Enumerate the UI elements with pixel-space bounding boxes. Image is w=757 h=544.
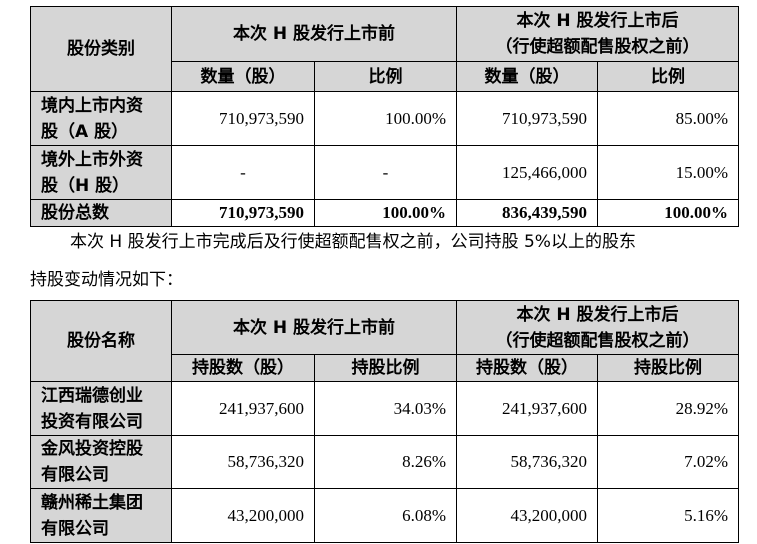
after-shares-cell: 43,200,000 (456, 488, 599, 543)
after-shares-cell: 58,736,320 (456, 435, 599, 489)
after-listing-header-line1: 本次 H 股发行上市后 (516, 304, 679, 325)
shareholder-table: 股份名称 本次 H 股发行上市前 本次 H 股发行上市后 （行使超额配售股权之前… (30, 300, 740, 543)
shareholder-name-line2: 有限公司 (41, 518, 109, 539)
shareholder-name: 江西瑞德创业 投资有限公司 (30, 381, 172, 436)
after-listing-header-line1: 本次 H 股发行上市后 (516, 11, 679, 31)
before-ratio-header: 持股比例 (313, 354, 458, 382)
total-after-ratio: 100.00% (597, 199, 740, 227)
after-ratio-cell: 85.00% (597, 91, 740, 146)
before-listing-header: 本次 H 股发行上市前 (170, 300, 458, 355)
shareholder-name: 金风投资控股 有限公司 (30, 435, 172, 489)
after-listing-header-line2: （行使超额配售股权之前） (495, 330, 700, 351)
before-ratio-cell: - (313, 145, 458, 200)
after-ratio-header: 比例 (597, 61, 740, 92)
after-qty-cell: 125,466,000 (456, 145, 599, 200)
table-subheader-row: 数量（股） 比例 数量（股） 比例 (31, 61, 740, 92)
table-row: 境外上市外资 股（H 股） - - 125,466,000 15.00% (30, 145, 740, 200)
before-ratio-cell: 34.03% (313, 381, 458, 436)
total-before-qty: 710,973,590 (171, 199, 315, 227)
after-listing-header: 本次 H 股发行上市后 （行使超额配售股权之前） (456, 6, 740, 62)
shareholder-name-line2: 投资有限公司 (41, 411, 143, 432)
after-shares-header: 持股数（股） (456, 354, 599, 382)
shareholder-name-line1: 江西瑞德创业 (41, 385, 143, 406)
paragraph-line1: 本次 H 股发行上市完成后及行使超额配售权之前，公司持股 5%以上的股东 (70, 232, 636, 252)
total-before-ratio: 100.00% (313, 199, 458, 227)
share-category-table: 股份类别 本次 H 股发行上市前 本次 H 股发行上市后 （行使超额配售股权之前… (30, 6, 740, 227)
before-shares-cell: 43,200,000 (171, 488, 315, 543)
paragraph-line2: 持股变动情况如下： (30, 270, 183, 290)
before-ratio-cell: 8.26% (313, 435, 458, 489)
before-ratio-header: 比例 (313, 61, 458, 92)
before-qty-cell: 710,973,590 (171, 91, 315, 146)
before-ratio-cell: 100.00% (313, 91, 458, 146)
before-ratio-cell: 6.08% (313, 488, 458, 543)
after-ratio-cell: 28.92% (597, 381, 740, 436)
total-label: 股份总数 (30, 199, 172, 227)
row-label-line1: 境内上市内资 (41, 95, 143, 116)
after-ratio-cell: 15.00% (597, 145, 740, 200)
row-label: 境内上市内资 股（A 股） (30, 91, 172, 146)
after-ratio-header: 持股比例 (597, 354, 740, 382)
after-ratio-cell: 7.02% (597, 435, 740, 489)
table-row: 金风投资控股 有限公司 58,736,320 8.26% 58,736,320 … (30, 435, 740, 489)
shareholder-name-line2: 有限公司 (41, 465, 109, 485)
after-listing-header-line2: （行使超额配售股权之前） (495, 37, 700, 57)
row-label-line2: 股（H 股） (41, 175, 130, 196)
table-row: 境内上市内资 股（A 股） 710,973,590 100.00% 710,97… (30, 91, 740, 146)
after-ratio-cell: 5.16% (597, 488, 740, 543)
before-qty-header: 数量（股） (171, 61, 315, 92)
before-shares-cell: 58,736,320 (171, 435, 315, 489)
row-label-line1: 境外上市外资 (41, 149, 143, 170)
before-listing-header: 本次 H 股发行上市前 (170, 6, 458, 62)
after-shares-cell: 241,937,600 (456, 381, 599, 436)
before-shares-header: 持股数（股） (171, 354, 315, 382)
category-header: 股份类别 (30, 6, 172, 92)
after-listing-header: 本次 H 股发行上市后 （行使超额配售股权之前） (456, 300, 740, 355)
table-row: 赣州稀土集团 有限公司 43,200,000 6.08% 43,200,000 … (30, 488, 740, 543)
shareholder-name-line1: 赣州稀土集团 (41, 492, 143, 513)
table-header-row: 股份类别 本次 H 股发行上市前 本次 H 股发行上市后 （行使超额配售股权之前… (30, 6, 740, 92)
shareholder-name: 赣州稀土集团 有限公司 (30, 488, 172, 543)
row-label-line2: 股（A 股） (41, 121, 129, 142)
table-row: 江西瑞德创业 投资有限公司 241,937,600 34.03% 241,937… (30, 381, 740, 436)
total-after-qty: 836,439,590 (456, 199, 599, 227)
before-qty-cell: - (171, 145, 315, 200)
after-qty-header: 数量（股） (456, 61, 599, 92)
table-subheader-row: 持股数（股） 持股比例 持股数（股） 持股比例 (31, 354, 740, 382)
table-header-row: 股份名称 本次 H 股发行上市前 本次 H 股发行上市后 （行使超额配售股权之前… (30, 300, 740, 382)
total-row: 股份总数 710,973,590 100.00% 836,439,590 100… (30, 199, 740, 227)
row-label: 境外上市外资 股（H 股） (30, 145, 172, 200)
before-shares-cell: 241,937,600 (171, 381, 315, 436)
shareholder-name-line1: 金风投资控股 (41, 439, 143, 459)
after-qty-cell: 710,973,590 (456, 91, 599, 146)
name-header: 股份名称 (30, 300, 172, 382)
